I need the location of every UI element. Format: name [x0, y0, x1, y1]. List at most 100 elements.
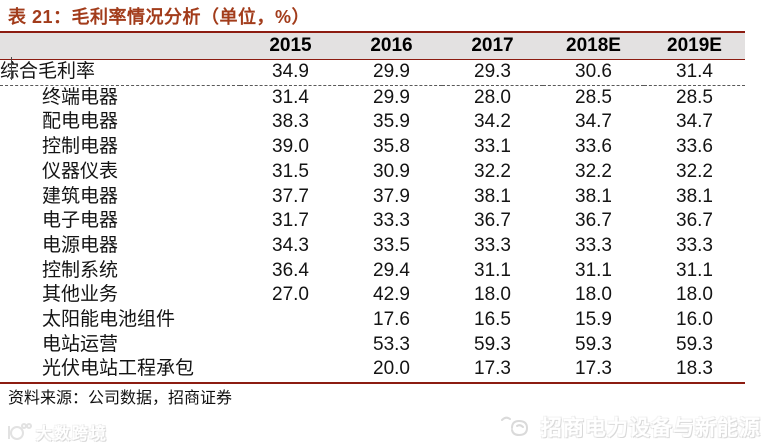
cell-value: [240, 308, 341, 333]
cell-value: 38.1: [575, 185, 612, 207]
table-row: 太阳能电池组件 17.6 16.5 15.9 16.0: [0, 308, 745, 333]
table-body: 综合毛利率 34.9 29.9 29.3 30.6 31.4 终端电器 31.4 29.9 28.…: [0, 59, 745, 385]
table-row: 综合毛利率 34.9 29.9 29.3 30.6 31.4: [0, 59, 745, 86]
cell-value: 33.3: [373, 210, 410, 232]
cell-value: 30.9: [373, 160, 410, 182]
cmส-bird-logo-icon: [500, 414, 534, 440]
row-label: 电站运营: [42, 333, 119, 355]
column-header-2016: 2016: [341, 31, 442, 60]
cell-value: 31.1: [474, 259, 511, 281]
watermark-right-text: 招商电力设备与新能源: [541, 417, 761, 440]
cell-value: 33.1: [474, 136, 511, 158]
table-row: 其他业务 27.0 42.9 18.0 18.0 18.0: [0, 283, 745, 308]
table-row: 配电电器 38.3 35.9 34.2 34.7 34.7: [0, 110, 745, 135]
cell-value: 17.3: [442, 357, 543, 385]
cell-value: 59.3: [474, 333, 511, 355]
row-label: 控制系统: [42, 259, 119, 281]
row-label: 终端电器: [42, 86, 119, 108]
cell-value: 32.2: [676, 160, 713, 182]
column-header-2019E: 2019E: [644, 31, 745, 60]
row-label: 建筑电器: [42, 185, 119, 207]
cell-value: 18.0: [676, 284, 713, 306]
cell-value: 36.7: [676, 210, 713, 232]
cell-value: 59.3: [676, 333, 713, 355]
cell-value: 20.0: [341, 357, 442, 385]
row-label: 电子电器: [42, 210, 119, 232]
cell-value: [240, 333, 341, 358]
cell-value: 18.3: [644, 357, 745, 385]
cell-value: 16.0: [676, 309, 713, 331]
table-row: 建筑电器 37.7 37.9 38.1 38.1 38.1: [0, 185, 745, 210]
cell-value: 32.2: [575, 160, 612, 182]
cell-value: 36.7: [474, 210, 511, 232]
table-row: 电源电器 34.3 33.5 33.3 33.3 33.3: [0, 234, 745, 259]
cell-value: 29.9: [373, 86, 410, 108]
cell-value: 59.3: [575, 333, 612, 355]
cell-value: 35.8: [373, 136, 410, 158]
table-row: 终端电器 31.4 29.9 28.0 28.5 28.5: [0, 85, 745, 110]
cell-value: 34.3: [272, 234, 309, 256]
cell-value: 33.6: [575, 136, 612, 158]
table-row: 控制电器 39.0 35.8 33.1 33.6 33.6: [0, 135, 745, 160]
watermark-bottom-left: 大数跨境: [6, 420, 108, 444]
cell-value: 31.4: [644, 59, 745, 86]
cell-value: 35.9: [373, 111, 410, 133]
cell-value: 17.6: [373, 309, 410, 331]
row-label: 仪器仪表: [42, 160, 119, 182]
cell-value: 32.2: [474, 160, 511, 182]
table-header-row: 2015 2016 2017 2018E 2019E: [0, 31, 745, 60]
cell-value: 18.0: [474, 284, 511, 306]
cell-value: 53.3: [373, 333, 410, 355]
cell-value: 31.7: [272, 210, 309, 232]
cell-value: 33.5: [373, 234, 410, 256]
cell-value: 27.0: [272, 284, 309, 306]
cell-value: 34.9: [240, 59, 341, 86]
row-label: 其他业务: [42, 284, 119, 306]
column-header-2018E: 2018E: [543, 31, 644, 60]
cell-value: 31.5: [272, 160, 309, 182]
cell-value: 42.9: [373, 284, 410, 306]
cell-value: 30.6: [543, 59, 644, 86]
cell-value: 34.7: [676, 111, 713, 133]
cell-value: [240, 357, 341, 385]
table-row: 控制系统 36.4 29.4 31.1 31.1 31.1: [0, 259, 745, 284]
row-label: 综合毛利率: [0, 59, 240, 86]
row-label: 电源电器: [42, 234, 119, 256]
table-title: 表 21：毛利率情况分析（单位，%）: [8, 7, 311, 27]
cell-value: 31.4: [272, 86, 309, 108]
cell-value: 17.3: [543, 357, 644, 385]
cell-value: 33.6: [676, 136, 713, 158]
row-label: 太阳能电池组件: [42, 309, 176, 331]
cell-value: 29.4: [373, 259, 410, 281]
cell-value: 38.1: [474, 185, 511, 207]
cell-value: 39.0: [272, 136, 309, 158]
cell-value: 29.3: [442, 59, 543, 86]
cell-value: 15.9: [575, 309, 612, 331]
cell-value: 29.9: [341, 59, 442, 86]
cell-value: 37.7: [272, 185, 309, 207]
table-row: 电子电器 31.7 33.3 36.7 36.7 36.7: [0, 209, 745, 234]
cell-value: 37.9: [373, 185, 410, 207]
cell-value: 38.1: [676, 185, 713, 207]
cell-value: 18.0: [575, 284, 612, 306]
cell-value: 33.3: [575, 234, 612, 256]
cell-value: 34.2: [474, 111, 511, 133]
cell-value: 31.1: [575, 259, 612, 281]
watermark-bottom-right: 招商电力设备与新能源: [500, 412, 761, 442]
row-label: 控制电器: [42, 136, 119, 158]
row-label: 配电电器: [42, 111, 119, 133]
dashu-logo-icon: [6, 422, 32, 442]
cell-value: 33.3: [676, 234, 713, 256]
table-row: 光伏电站工程承包 20.0 17.3 17.3 18.3: [0, 357, 745, 385]
row-label-header: [0, 31, 240, 60]
column-header-2017: 2017: [442, 31, 543, 60]
cell-value: 28.5: [676, 86, 713, 108]
gross-margin-table: 2015 2016 2017 2018E 2019E 综合毛利率 34.9 29.9 29.3…: [0, 31, 745, 385]
cell-value: 38.3: [272, 111, 309, 133]
watermark-left-text: 大数跨境: [36, 426, 109, 443]
cell-value: 16.5: [474, 309, 511, 331]
table-row: 电站运营 53.3 59.3 59.3 59.3: [0, 333, 745, 358]
stray-mark-artifact: [11, 57, 12, 80]
source-note: 资料来源：公司数据，招商证券: [8, 390, 233, 408]
